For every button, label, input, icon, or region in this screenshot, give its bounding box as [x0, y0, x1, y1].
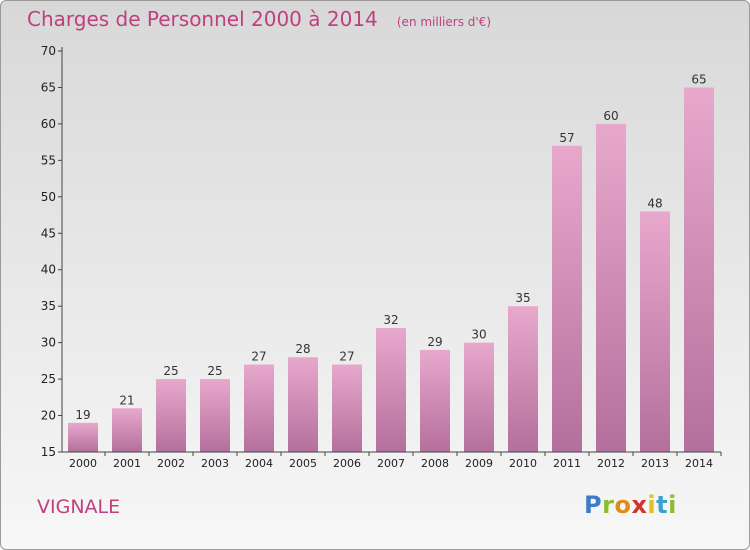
y-tick-label: 15	[41, 445, 56, 459]
x-tick-label: 2000	[69, 457, 97, 470]
bar	[156, 379, 186, 452]
chart-title: Charges de Personnel 2000 à 2014	[27, 7, 378, 31]
bar	[420, 349, 450, 452]
bar	[684, 87, 714, 453]
bar	[68, 422, 98, 452]
y-tick-label: 50	[41, 190, 56, 204]
x-tick-label: 2013	[641, 457, 669, 470]
bar-value-label: 28	[295, 342, 310, 356]
x-tick-label: 2008	[421, 457, 449, 470]
y-tick-label: 20	[41, 409, 56, 423]
x-tick-label: 2012	[597, 457, 625, 470]
x-tick-label: 2006	[333, 457, 361, 470]
y-tick-label: 40	[41, 263, 56, 277]
city-name: VIGNALE	[37, 496, 121, 518]
bar-value-label: 21	[119, 393, 134, 407]
y-tick-label: 25	[41, 372, 56, 386]
bar	[464, 342, 494, 452]
bar	[552, 145, 582, 453]
bar-value-label: 57	[559, 131, 574, 145]
bar-value-label: 19	[75, 408, 90, 422]
x-tick-label: 2011	[553, 457, 581, 470]
bar-value-label: 30	[471, 328, 486, 342]
bar	[244, 364, 274, 452]
bar-value-label: 25	[163, 364, 178, 378]
bar-value-label: 27	[251, 350, 266, 364]
proxiti-logo[interactable]: Proxiti	[584, 491, 677, 519]
title-row: Charges de Personnel 2000 à 2014 (en mil…	[27, 7, 491, 31]
bar-value-label: 48	[647, 196, 662, 210]
y-tick-label: 35	[41, 299, 56, 313]
x-tick-label: 2014	[685, 457, 713, 470]
bar	[376, 328, 406, 452]
bar-value-label: 27	[339, 350, 354, 364]
x-tick-label: 2009	[465, 457, 493, 470]
y-tick-label: 45	[41, 226, 56, 240]
bar-value-label: 25	[207, 364, 222, 378]
y-tick-label: 55	[41, 153, 56, 167]
chart-subtitle: (en milliers d'€)	[396, 15, 491, 29]
bar	[596, 123, 626, 452]
x-tick-label: 2003	[201, 457, 229, 470]
bar	[288, 357, 318, 452]
bar-value-label: 29	[427, 335, 442, 349]
y-tick-label: 65	[41, 80, 56, 94]
bar-value-label: 35	[515, 291, 530, 305]
bar	[640, 211, 670, 452]
axes-group: 2000 2001 2002 2003 2004 2005 2006 2007 2008 2009…	[41, 44, 722, 470]
bar	[508, 306, 538, 452]
bar	[112, 408, 142, 452]
y-tick-label: 70	[41, 44, 56, 58]
bar-value-label: 65	[691, 72, 706, 86]
x-tick-label: 2010	[509, 457, 537, 470]
x-tick-label: 2001	[113, 457, 141, 470]
bar-value-label: 60	[603, 109, 618, 123]
y-tick-label: 30	[41, 336, 56, 350]
bars-group: 19 21 25 25 27 28 27 32 29 30 35 57 60 48 65	[68, 72, 714, 453]
bar	[200, 379, 230, 452]
x-tick-label: 2002	[157, 457, 185, 470]
x-tick-label: 2005	[289, 457, 317, 470]
x-tick-label: 2007	[377, 457, 405, 470]
y-tick-label: 60	[41, 117, 56, 131]
x-tick-label: 2004	[245, 457, 273, 470]
bar	[332, 364, 362, 452]
bar-value-label: 32	[383, 313, 398, 327]
